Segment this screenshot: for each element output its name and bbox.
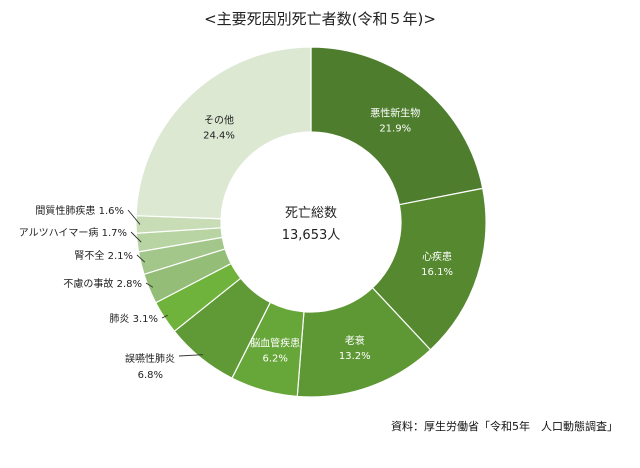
leader-line bbox=[136, 254, 146, 263]
slice-label: 肺炎 3.1% bbox=[109, 313, 158, 325]
leader-line bbox=[127, 209, 141, 225]
slice-2 bbox=[371, 187, 487, 351]
slice-label-value: 16.1% bbox=[421, 267, 453, 278]
slice-label-value: 6.2% bbox=[262, 354, 287, 365]
slice-label-value: 6.8% bbox=[138, 370, 163, 381]
slice-label: 間質性肺疾患 1.6% bbox=[35, 204, 124, 217]
source-note: 資料：厚生労働省「令和5年 人口動態調査」 bbox=[391, 420, 618, 433]
chart-title: <主要死因別死亡者数(令和５年)> bbox=[204, 10, 436, 28]
leader-line bbox=[178, 354, 204, 357]
slice-label-value: 24.4% bbox=[203, 131, 235, 142]
slice-label-name: 脳血管疾患 bbox=[250, 337, 300, 350]
leader-line bbox=[161, 314, 168, 319]
slice-11 bbox=[135, 46, 312, 220]
slice-1 bbox=[310, 46, 484, 206]
leader-line bbox=[130, 231, 142, 243]
slice-label-name: 心疾患 bbox=[422, 250, 452, 263]
leader-line bbox=[145, 282, 154, 288]
center-label-total: 13,653人 bbox=[282, 228, 341, 243]
slice-label-name: その他 bbox=[204, 114, 234, 127]
slice-label: アルツハイマー病 1.7% bbox=[19, 226, 127, 239]
slice-label-name: 誤嚥性肺炎 bbox=[125, 352, 175, 365]
slice-label-value: 13.2% bbox=[339, 351, 371, 362]
slice-label: 腎不全 2.1% bbox=[74, 249, 133, 262]
slice-label-name: 老衰 bbox=[345, 334, 365, 347]
slice-label-name: 悪性新生物 bbox=[370, 107, 420, 120]
slice-label: 不慮の事故 2.8% bbox=[63, 277, 142, 290]
slice-label-value: 21.9% bbox=[379, 124, 411, 135]
center-label-title: 死亡総数 bbox=[285, 206, 337, 221]
